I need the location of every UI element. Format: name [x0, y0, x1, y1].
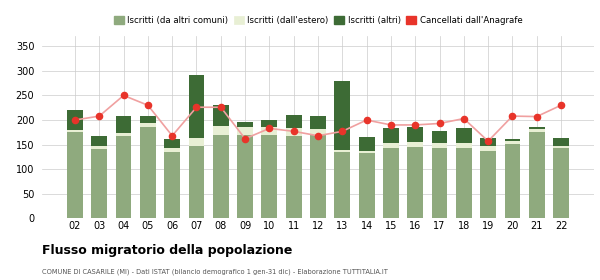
Bar	[505, 139, 520, 141]
Text: Flusso migratorio della popolazione: Flusso migratorio della popolazione	[42, 244, 292, 256]
Bar	[480, 151, 496, 218]
Bar	[334, 152, 350, 218]
Bar	[116, 116, 131, 133]
Bar	[213, 126, 229, 135]
Point	[410, 123, 420, 127]
Bar	[359, 151, 374, 153]
Bar	[407, 142, 423, 147]
Bar	[529, 127, 545, 129]
Text: COMUNE DI CASARILE (MI) - Dati ISTAT (bilancio demografico 1 gen-31 dic) - Elabo: COMUNE DI CASARILE (MI) - Dati ISTAT (bi…	[42, 269, 388, 275]
Bar	[310, 129, 326, 135]
Bar	[310, 116, 326, 129]
Point	[508, 114, 517, 118]
Point	[556, 103, 566, 108]
Bar	[505, 141, 520, 144]
Bar	[164, 148, 180, 152]
Point	[362, 118, 371, 122]
Bar	[431, 143, 448, 148]
Bar	[237, 122, 253, 127]
Bar	[286, 129, 302, 136]
Bar	[383, 143, 399, 148]
Bar	[456, 143, 472, 148]
Bar	[164, 139, 180, 148]
Bar	[456, 148, 472, 218]
Point	[459, 116, 469, 121]
Legend: Iscritti (da altri comuni), Iscritti (dall'estero), Iscritti (altri), Cancellati: Iscritti (da altri comuni), Iscritti (da…	[110, 13, 526, 29]
Bar	[237, 135, 253, 218]
Bar	[262, 120, 277, 127]
Bar	[480, 138, 496, 146]
Point	[216, 105, 226, 109]
Point	[532, 114, 542, 119]
Bar	[383, 129, 399, 143]
Bar	[480, 146, 496, 151]
Bar	[529, 132, 545, 218]
Bar	[140, 127, 156, 218]
Point	[338, 129, 347, 134]
Bar	[286, 136, 302, 218]
Bar	[553, 146, 569, 148]
Bar	[67, 130, 83, 132]
Bar	[334, 150, 350, 152]
Point	[191, 105, 201, 109]
Point	[265, 126, 274, 131]
Bar	[553, 138, 569, 146]
Bar	[67, 132, 83, 218]
Bar	[553, 148, 569, 218]
Bar	[456, 129, 472, 143]
Bar	[164, 152, 180, 218]
Bar	[505, 144, 520, 218]
Point	[484, 139, 493, 143]
Bar	[188, 138, 205, 146]
Point	[119, 93, 128, 98]
Bar	[91, 149, 107, 218]
Bar	[407, 147, 423, 218]
Bar	[359, 137, 374, 151]
Point	[70, 118, 80, 122]
Bar	[91, 136, 107, 146]
Bar	[529, 129, 545, 132]
Bar	[213, 135, 229, 218]
Bar	[116, 133, 131, 136]
Bar	[213, 105, 229, 126]
Point	[435, 121, 445, 126]
Bar	[188, 146, 205, 218]
Bar	[116, 136, 131, 218]
Point	[94, 114, 104, 118]
Bar	[334, 81, 350, 150]
Bar	[262, 135, 277, 218]
Bar	[407, 127, 423, 142]
Bar	[431, 131, 448, 143]
Bar	[237, 127, 253, 135]
Bar	[188, 75, 205, 138]
Bar	[359, 153, 374, 218]
Point	[167, 134, 177, 138]
Bar	[310, 135, 326, 218]
Point	[313, 134, 323, 138]
Point	[240, 136, 250, 141]
Bar	[383, 148, 399, 218]
Bar	[140, 123, 156, 127]
Bar	[262, 127, 277, 135]
Point	[289, 129, 298, 134]
Bar	[67, 110, 83, 130]
Bar	[431, 148, 448, 218]
Point	[386, 123, 396, 127]
Bar	[286, 115, 302, 129]
Bar	[140, 116, 156, 123]
Bar	[91, 146, 107, 149]
Point	[143, 103, 152, 108]
